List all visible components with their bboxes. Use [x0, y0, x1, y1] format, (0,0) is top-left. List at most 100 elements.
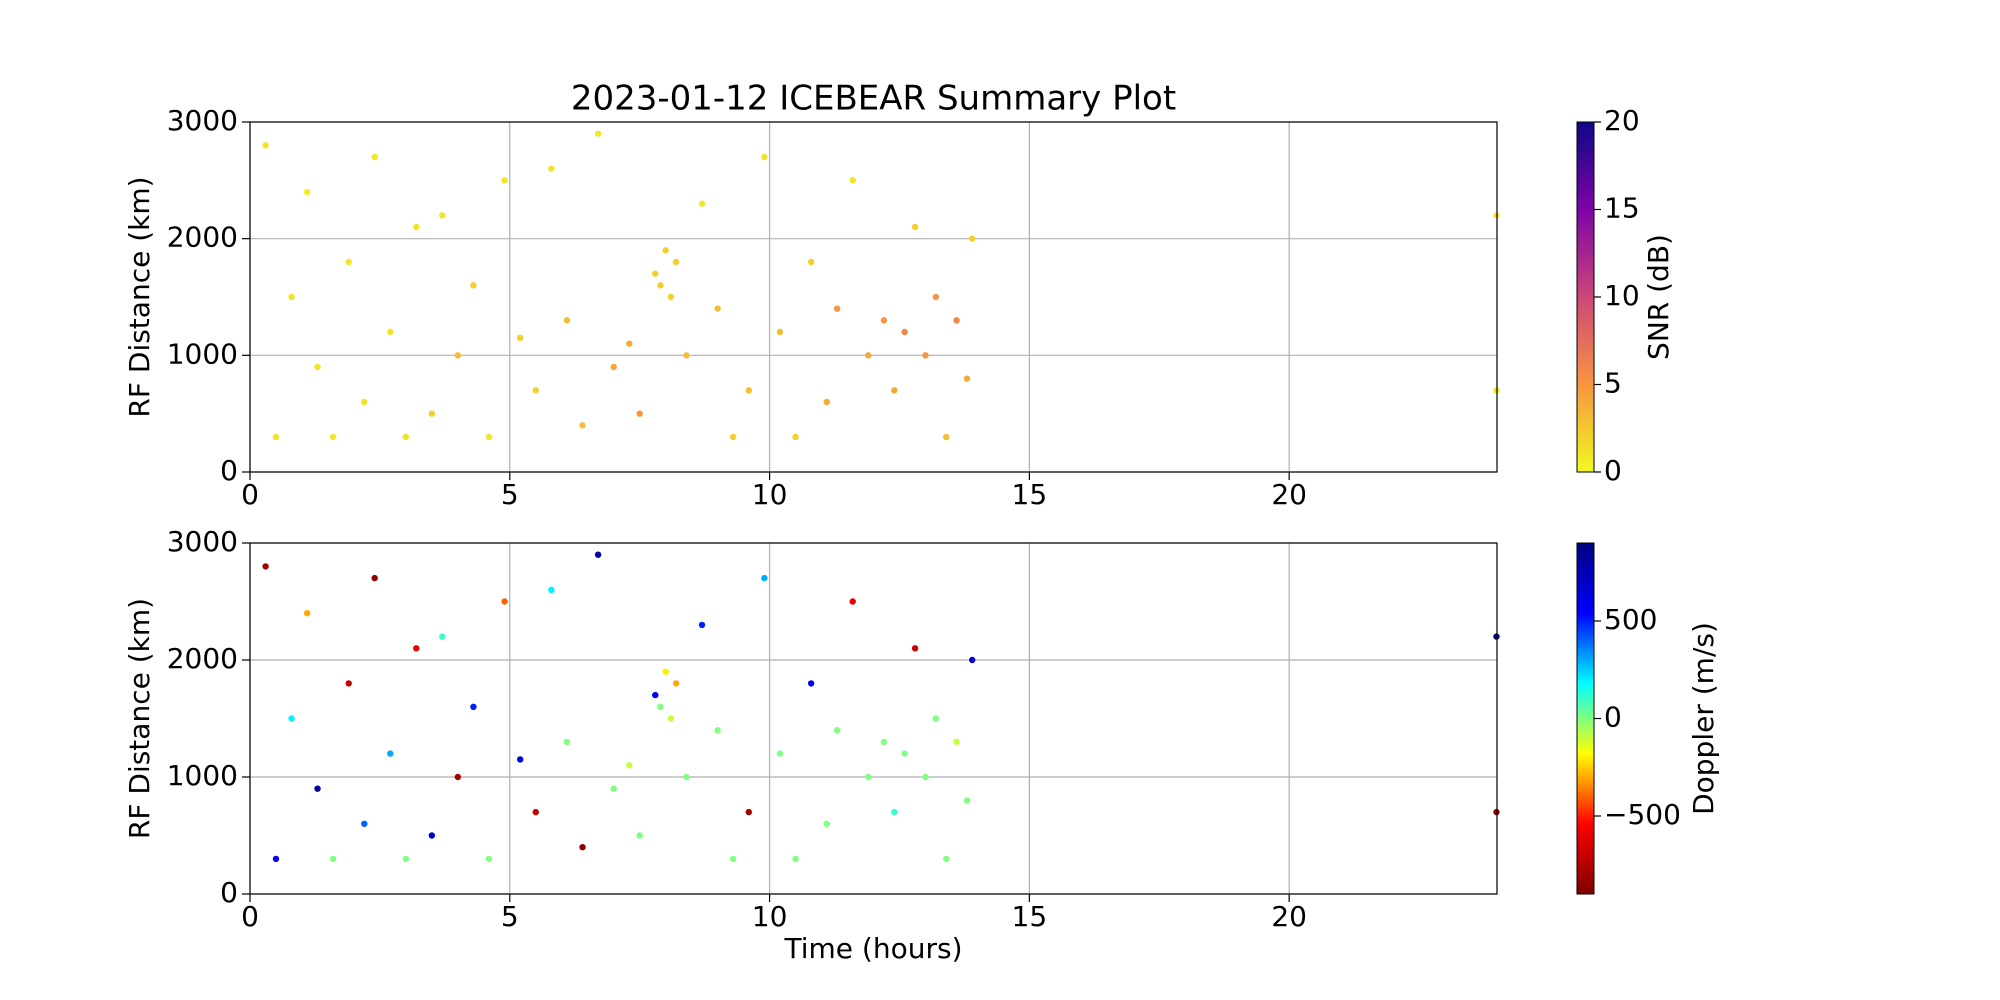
- data-point: [698, 200, 706, 207]
- data-point: [501, 598, 508, 605]
- y-tick-label: 2000: [167, 221, 238, 254]
- x-tick-label: 5: [501, 478, 519, 511]
- data-point: [579, 422, 586, 429]
- data-point: [563, 738, 571, 746]
- data-point: [345, 258, 352, 266]
- data-point: [943, 855, 950, 863]
- data-point: [891, 387, 898, 394]
- plot-frame: [249, 542, 1498, 895]
- y-tick-label: 0: [220, 876, 238, 909]
- data-point: [880, 317, 888, 324]
- colorbar-tick-label: 15: [1604, 192, 1640, 225]
- data-point: [439, 212, 446, 219]
- y-tick-label: 1000: [167, 759, 238, 792]
- data-point: [662, 668, 669, 675]
- x-tick-label: 0: [241, 900, 259, 933]
- y-tick-label: 3000: [167, 104, 238, 137]
- data-point: [932, 293, 940, 301]
- data-point: [865, 352, 872, 359]
- y-tick-label: 3000: [167, 525, 238, 558]
- data-point: [272, 855, 280, 863]
- data-point: [454, 352, 462, 359]
- data-point: [880, 738, 888, 746]
- data-point: [532, 808, 539, 816]
- x-tick-label: 10: [752, 900, 788, 933]
- data-point: [329, 855, 337, 863]
- colorbar-tick-label: −500: [1604, 798, 1681, 831]
- plot-frame: [249, 121, 1498, 473]
- data-point: [792, 855, 799, 863]
- data-point: [345, 680, 352, 687]
- data-point: [610, 785, 617, 792]
- data-point: [833, 305, 841, 312]
- data-point: [922, 773, 929, 781]
- data-point: [657, 282, 664, 289]
- data-point: [963, 797, 971, 804]
- data-point: [439, 633, 446, 640]
- data-point: [470, 282, 477, 289]
- data-point: [730, 855, 737, 863]
- data-point: [594, 130, 602, 137]
- data-point: [776, 328, 784, 336]
- data-point: [303, 610, 311, 617]
- data-point: [969, 656, 976, 664]
- data-point: [652, 270, 659, 277]
- data-point: [792, 433, 799, 441]
- colorbar-tick-label: 500: [1604, 603, 1657, 636]
- data-point: [361, 398, 368, 406]
- data-point: [823, 398, 830, 406]
- data-point: [953, 738, 960, 746]
- data-point: [387, 328, 394, 336]
- data-point: [963, 375, 971, 382]
- data-point: [262, 142, 269, 149]
- data-point: [371, 574, 378, 582]
- data-point: [807, 258, 815, 266]
- y-tick-label: 2000: [167, 642, 238, 675]
- colorbar-tick-label: 0: [1604, 454, 1622, 487]
- x-tick-label: 0: [241, 478, 259, 511]
- y-tick-label: 0: [220, 454, 238, 487]
- data-point: [402, 855, 410, 863]
- y-tick-label: 1000: [167, 337, 238, 370]
- data-point: [849, 177, 856, 184]
- x-axis-label: Time (hours): [784, 932, 963, 965]
- colorbar-label: SNR (dB): [1642, 234, 1675, 360]
- data-point: [371, 153, 378, 161]
- data-point: [969, 235, 976, 242]
- colorbar: [1576, 542, 1595, 895]
- data-point: [516, 756, 524, 763]
- data-point: [714, 727, 721, 734]
- data-point: [932, 715, 940, 722]
- data-point: [485, 433, 493, 441]
- data-point: [761, 574, 768, 582]
- data-point: [636, 832, 643, 839]
- data-point: [610, 363, 617, 371]
- colorbar: [1576, 121, 1595, 473]
- data-point: [402, 433, 410, 441]
- data-point: [672, 258, 680, 266]
- data-point: [361, 820, 368, 827]
- x-tick-label: 15: [1012, 900, 1048, 933]
- data-point: [761, 153, 768, 161]
- data-point: [849, 598, 856, 605]
- colorbar-tick-label: 0: [1604, 701, 1622, 734]
- colorbar-tick-label: 20: [1604, 104, 1640, 137]
- data-point: [745, 387, 752, 394]
- y-axis-label: RF Distance (km): [123, 176, 156, 417]
- data-point: [454, 773, 462, 781]
- data-point: [891, 808, 898, 816]
- colorbar-tick-label: 10: [1604, 279, 1640, 312]
- data-point: [776, 750, 784, 757]
- data-point: [943, 433, 950, 441]
- data-point: [807, 680, 815, 687]
- data-point: [532, 387, 539, 394]
- data-point: [922, 352, 929, 359]
- data-point: [501, 177, 508, 184]
- data-point: [548, 165, 555, 172]
- data-point: [667, 293, 675, 301]
- x-tick-label: 20: [1271, 900, 1307, 933]
- x-tick-label: 20: [1271, 478, 1307, 511]
- data-point: [667, 715, 675, 722]
- data-point: [672, 680, 680, 687]
